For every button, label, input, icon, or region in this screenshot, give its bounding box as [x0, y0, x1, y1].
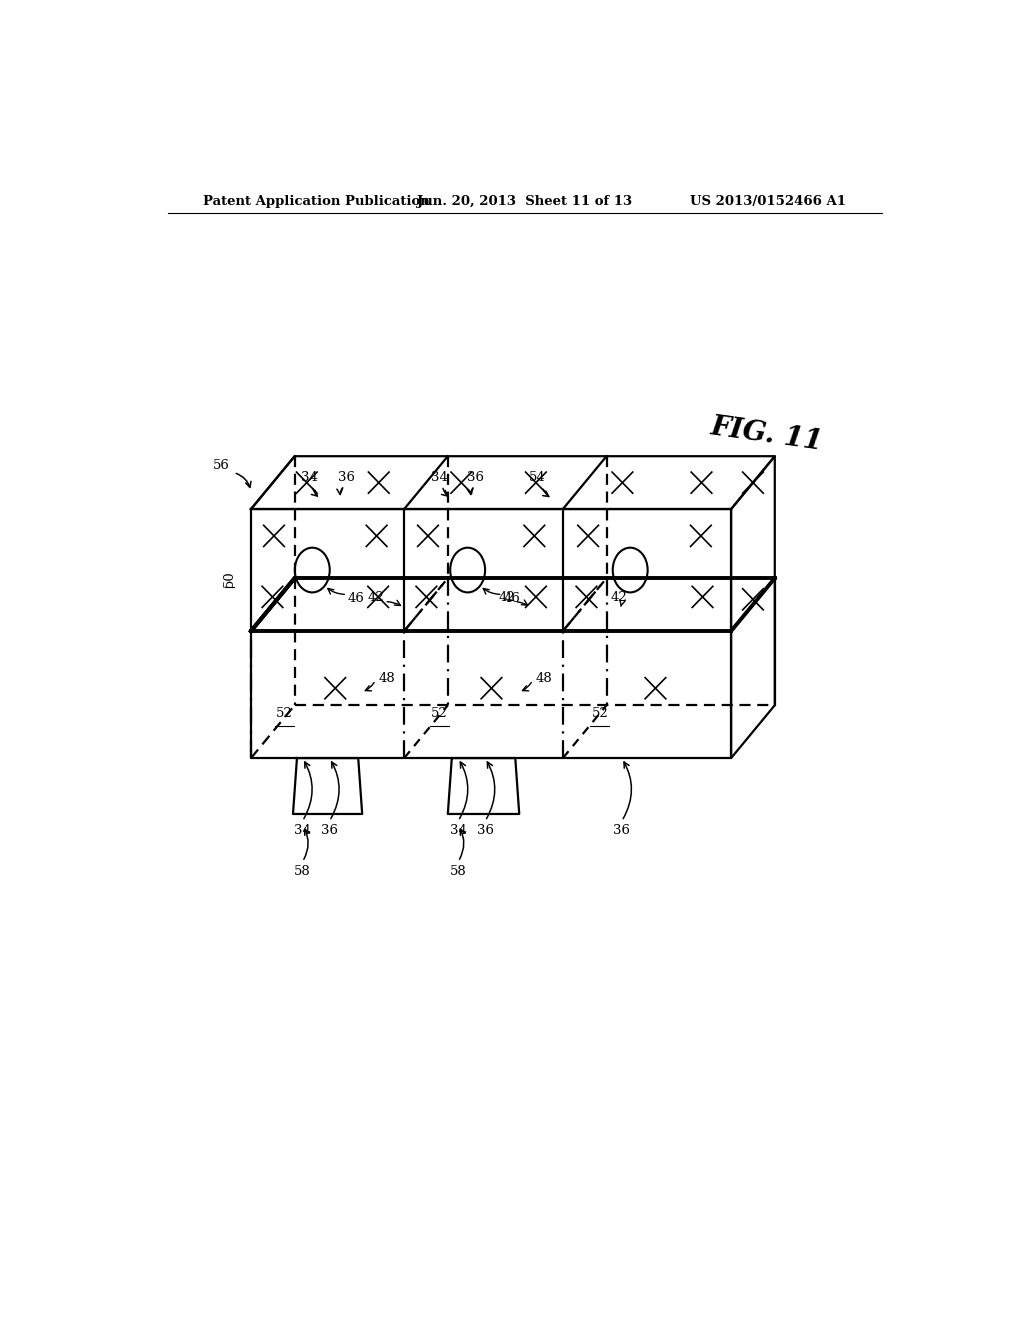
Text: 48: 48	[536, 672, 553, 685]
Text: 42: 42	[498, 591, 515, 605]
Text: 34: 34	[300, 471, 317, 484]
Text: 52: 52	[276, 708, 293, 721]
Text: 34: 34	[294, 824, 311, 837]
Text: 34: 34	[431, 471, 447, 484]
Text: 52: 52	[592, 708, 608, 721]
Text: 56: 56	[213, 459, 230, 471]
Text: Patent Application Publication: Patent Application Publication	[204, 194, 430, 207]
Text: 52: 52	[431, 708, 447, 721]
Text: 36: 36	[613, 824, 631, 837]
Text: Jun. 20, 2013  Sheet 11 of 13: Jun. 20, 2013 Sheet 11 of 13	[417, 194, 633, 207]
Text: 50: 50	[223, 570, 237, 586]
Text: US 2013/0152466 A1: US 2013/0152466 A1	[690, 194, 846, 207]
Text: 36: 36	[338, 471, 354, 484]
Text: 58: 58	[294, 865, 311, 878]
Text: 54: 54	[529, 471, 546, 484]
Text: 36: 36	[467, 471, 484, 484]
Text: 58: 58	[450, 865, 467, 878]
Text: 36: 36	[321, 824, 338, 837]
Text: 42: 42	[368, 591, 385, 605]
Text: 42: 42	[611, 591, 628, 605]
Text: 36: 36	[476, 824, 494, 837]
Text: FIG. 11: FIG. 11	[709, 413, 824, 457]
Text: 48: 48	[379, 672, 395, 685]
Text: 46: 46	[504, 591, 520, 605]
Text: 46: 46	[348, 591, 365, 605]
Text: 34: 34	[450, 824, 467, 837]
